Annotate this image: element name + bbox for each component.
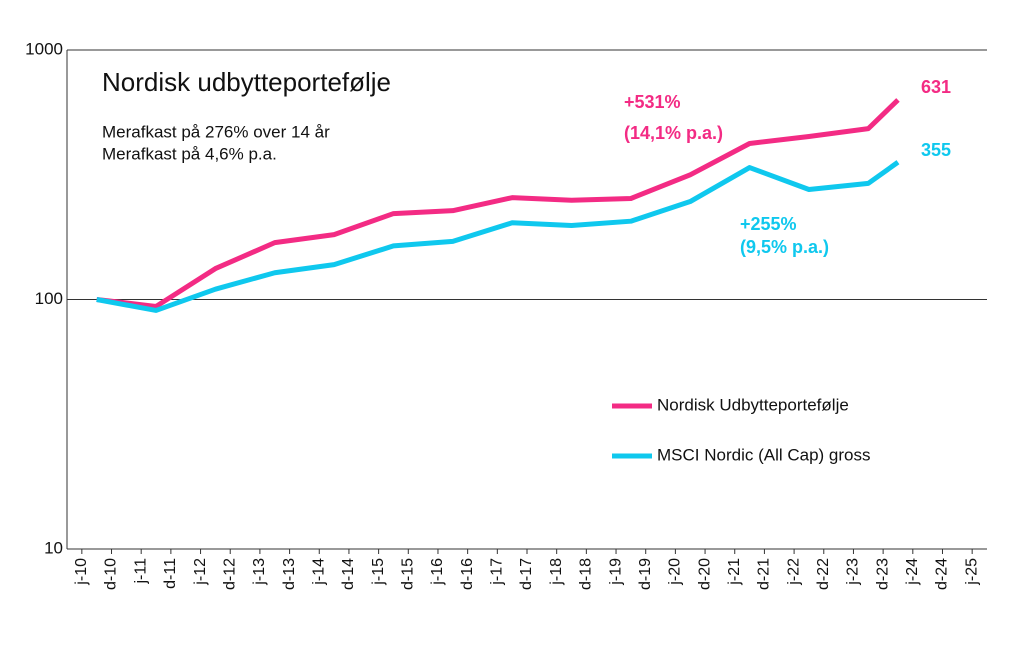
x-tick-label: d-18: [578, 558, 595, 590]
annotation: (9,5% p.a.): [740, 237, 829, 257]
x-tick-label: d-21: [756, 558, 773, 590]
x-tick-label: j-14: [310, 558, 327, 586]
x-tick-label: j-18: [548, 558, 565, 586]
x-tick-label: d-13: [281, 558, 298, 590]
x-tick-label: d-20: [696, 558, 713, 590]
x-tick-label: d-10: [103, 558, 120, 590]
annotation: 355: [921, 140, 951, 160]
legend-label: MSCI Nordic (All Cap) gross: [657, 445, 871, 464]
annotation: (14,1% p.a.): [624, 123, 723, 143]
x-tick-label: d-14: [340, 558, 357, 590]
x-tick-label: j-12: [192, 558, 209, 586]
x-tick-label: d-23: [874, 558, 891, 590]
annotation: 631: [921, 77, 951, 97]
x-tick-label: d-11: [162, 558, 179, 589]
x-tick-label: j-21: [726, 558, 743, 586]
x-tick-label: j-11: [132, 558, 149, 585]
x-tick-label: j-19: [607, 558, 624, 586]
x-tick-label: d-24: [934, 558, 951, 590]
x-tick-label: j-23: [845, 558, 862, 586]
legend-label: Nordisk Udbytteportefølje: [657, 395, 849, 414]
y-tick-label: 10: [44, 538, 63, 557]
x-tick-label: d-22: [815, 558, 832, 590]
annotation: +531%: [624, 92, 681, 112]
x-tick-label: j-20: [667, 558, 684, 586]
x-tick-label: d-15: [400, 558, 417, 590]
series-line: [96, 160, 900, 313]
x-tick-label: j-13: [251, 558, 268, 586]
x-tick-label: j-17: [489, 558, 506, 586]
subtitle: Merafkast på 4,6% p.a.: [102, 144, 277, 163]
x-tick-label: d-12: [221, 558, 238, 590]
x-tick-label: j-24: [904, 558, 921, 586]
x-tick-label: j-25: [963, 558, 980, 586]
chart-title: Nordisk udbytteportefølje: [102, 67, 391, 97]
y-tick-label: 1000: [25, 39, 63, 58]
x-tick-label: d-16: [459, 558, 476, 590]
series-line: [96, 98, 900, 309]
subtitle: Merafkast på 276% over 14 år: [102, 122, 330, 141]
x-tick-label: j-16: [429, 558, 446, 586]
x-tick-label: d-17: [518, 558, 535, 590]
x-tick-label: d-19: [637, 558, 654, 590]
x-tick-label: j-22: [785, 558, 802, 586]
x-tick-label: j-15: [370, 558, 387, 586]
y-tick-label: 100: [35, 289, 63, 308]
x-tick-label: j-10: [73, 558, 90, 586]
annotation: +255%: [740, 214, 797, 234]
